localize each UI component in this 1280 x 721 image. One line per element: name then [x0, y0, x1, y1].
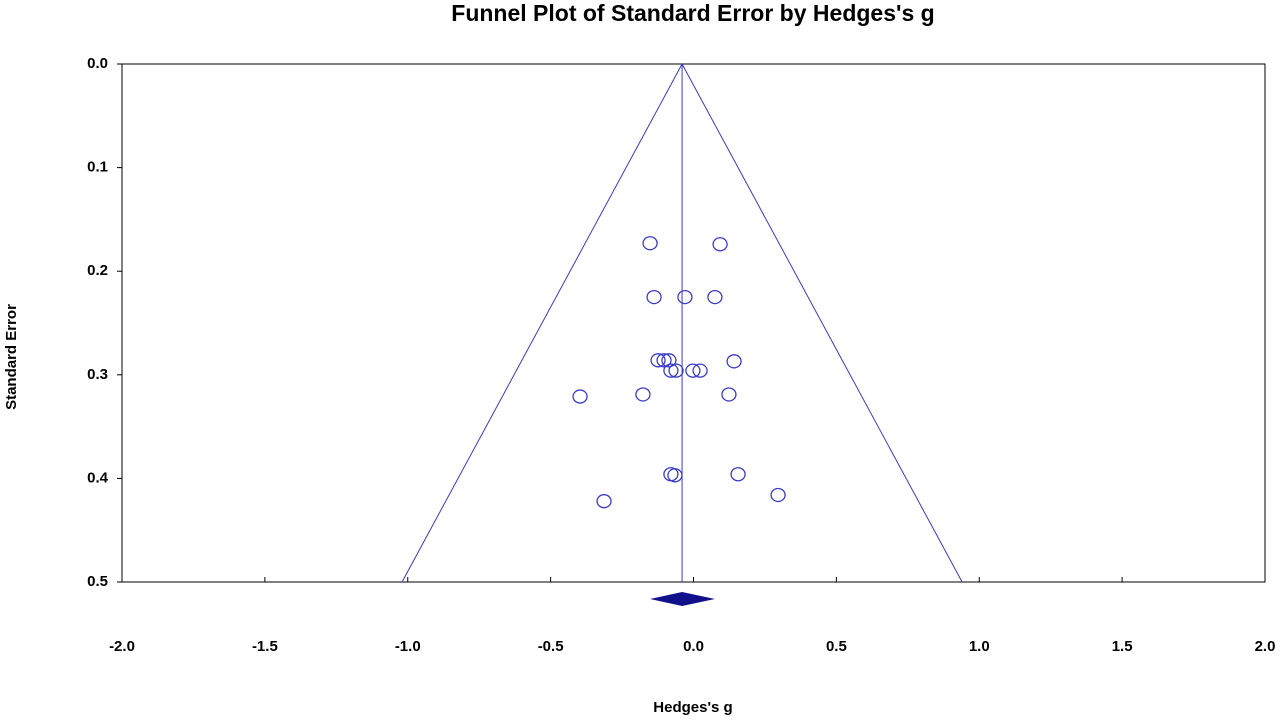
x-tick-label: -1.0: [395, 638, 421, 655]
x-tick-label: 0.0: [683, 638, 704, 655]
y-tick-label: 0.3: [87, 366, 108, 383]
study-point: [656, 353, 672, 368]
study-point: [707, 289, 723, 305]
y-tick-label: 0.0: [87, 55, 108, 72]
y-axis-label: Standard Error: [3, 304, 20, 410]
x-tick-label: 1.5: [1112, 638, 1133, 655]
x-tick-label: -2.0: [109, 638, 135, 655]
study-point: [661, 353, 677, 368]
study-point: [572, 389, 588, 404]
y-tick-label: 0.4: [87, 469, 109, 486]
study-point: [663, 363, 679, 378]
study-point: [692, 363, 708, 378]
study-point: [677, 289, 693, 305]
x-tick-label: -1.5: [252, 638, 278, 655]
study-point: [668, 363, 684, 378]
study-point: [635, 387, 651, 402]
funnel-limit: [681, 63, 963, 583]
study-point: [712, 237, 728, 252]
study-point: [770, 487, 786, 503]
funnel-limit: [401, 63, 683, 583]
study-point: [721, 387, 737, 402]
plot-frame: [121, 63, 1266, 583]
study-point: [726, 354, 742, 369]
x-tick-label: 1.0: [969, 638, 990, 655]
y-tick-label: 0.2: [87, 262, 108, 279]
x-axis-label: Hedges's g: [653, 699, 732, 716]
study-point: [650, 353, 666, 368]
chart-title: Funnel Plot of Standard Error by Hedges'…: [451, 0, 934, 26]
study-point: [730, 467, 746, 482]
pooled-diamond: [650, 592, 715, 606]
study-point: [667, 468, 683, 483]
x-tick-label: 0.5: [826, 638, 847, 655]
x-tick-label: 2.0: [1255, 638, 1276, 655]
study-point: [642, 236, 658, 251]
y-tick-label: 0.1: [87, 159, 108, 176]
study-point: [646, 289, 662, 305]
study-point: [596, 494, 612, 509]
study-point: [685, 363, 701, 378]
y-tick-label: 0.5: [87, 573, 108, 590]
x-tick-label: -0.5: [538, 638, 564, 655]
